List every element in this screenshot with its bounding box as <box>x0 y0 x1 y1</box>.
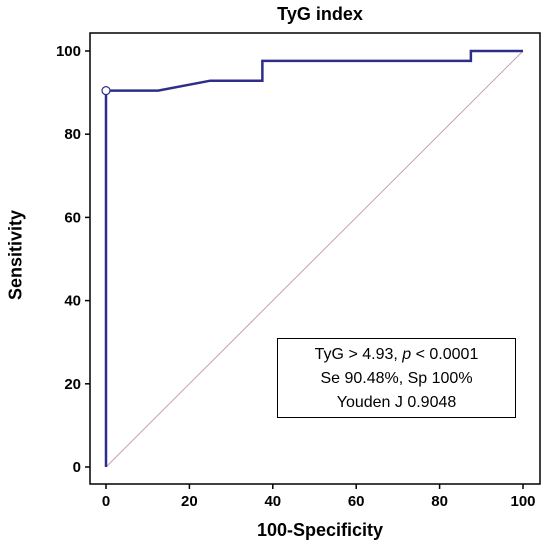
y-tick-label: 40 <box>64 293 81 310</box>
y-tick-label: 80 <box>64 126 81 143</box>
plot-lines <box>101 49 524 468</box>
annotation-box: TyG > 4.93, p < 0.0001 Se 90.48%, Sp 100… <box>277 338 516 418</box>
y-tick-label: 20 <box>64 376 81 393</box>
x-axis-label: 100-Specificity <box>256 520 384 540</box>
annotation-line-2: Se 90.48%, Sp 100% <box>320 370 473 387</box>
y-tick-label: 60 <box>64 209 81 226</box>
annotation-line-3: Youden J 0.9048 <box>336 394 457 411</box>
chart-title: TyG index <box>277 4 363 24</box>
x-tick-label: 40 <box>264 493 281 510</box>
x-tick-label: 80 <box>431 493 448 510</box>
y-tick-label: 0 <box>73 459 81 476</box>
y-tick-label: 100 <box>56 43 81 60</box>
x-tick-label: 100 <box>510 493 535 510</box>
optimal-cutoff-point <box>101 86 111 96</box>
y-axis-label: Sensitivity <box>5 209 26 301</box>
x-tick-label: 60 <box>348 493 365 510</box>
annotation-line-1: TyG > 4.93, p < 0.0001 <box>314 346 479 363</box>
x-tick-label: 20 <box>181 493 198 510</box>
reference-diagonal-line <box>105 50 524 468</box>
roc-curve-line <box>104 49 523 467</box>
axis-ticks: 0 20 40 60 80 100 0 20 40 60 80 100 <box>56 43 536 510</box>
plot-frame <box>89 32 541 485</box>
x-tick-label: 0 <box>102 493 110 510</box>
